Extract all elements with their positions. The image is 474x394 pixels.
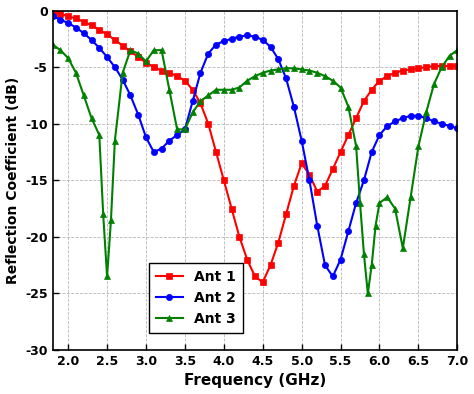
Ant 1 bbox=[369, 87, 374, 92]
Ant 2 bbox=[307, 178, 312, 183]
Line: Ant 3: Ant 3 bbox=[49, 41, 460, 297]
Ant 3 bbox=[357, 201, 363, 205]
Ant 1 bbox=[299, 161, 304, 166]
Y-axis label: Reflection Coefficient (dB): Reflection Coefficient (dB) bbox=[6, 77, 19, 284]
Ant 1 bbox=[314, 189, 320, 194]
Ant 2 bbox=[369, 150, 374, 154]
Ant 2 bbox=[416, 113, 421, 118]
Ant 3 bbox=[50, 42, 55, 47]
Ant 1 bbox=[455, 64, 460, 69]
Ant 3 bbox=[365, 291, 371, 296]
Ant 3 bbox=[439, 65, 445, 69]
Ant 1 bbox=[260, 280, 265, 284]
Ant 2 bbox=[50, 14, 55, 19]
Ant 3 bbox=[136, 51, 141, 56]
Ant 3 bbox=[143, 59, 149, 64]
Line: Ant 1: Ant 1 bbox=[49, 10, 460, 285]
Ant 2 bbox=[291, 104, 297, 109]
Ant 2 bbox=[283, 76, 289, 81]
Ant 2 bbox=[330, 274, 336, 279]
Ant 1 bbox=[416, 66, 421, 71]
Ant 2 bbox=[455, 126, 460, 130]
Ant 1 bbox=[159, 68, 164, 73]
Ant 3 bbox=[392, 206, 398, 211]
X-axis label: Frequency (GHz): Frequency (GHz) bbox=[184, 374, 326, 388]
Ant 2 bbox=[159, 146, 164, 151]
Ant 1 bbox=[291, 184, 297, 188]
Ant 3 bbox=[455, 48, 460, 52]
Legend: Ant 1, Ant 2, Ant 3: Ant 1, Ant 2, Ant 3 bbox=[148, 263, 243, 333]
Ant 3 bbox=[330, 78, 336, 83]
Ant 1 bbox=[50, 11, 55, 15]
Line: Ant 2: Ant 2 bbox=[49, 13, 460, 280]
